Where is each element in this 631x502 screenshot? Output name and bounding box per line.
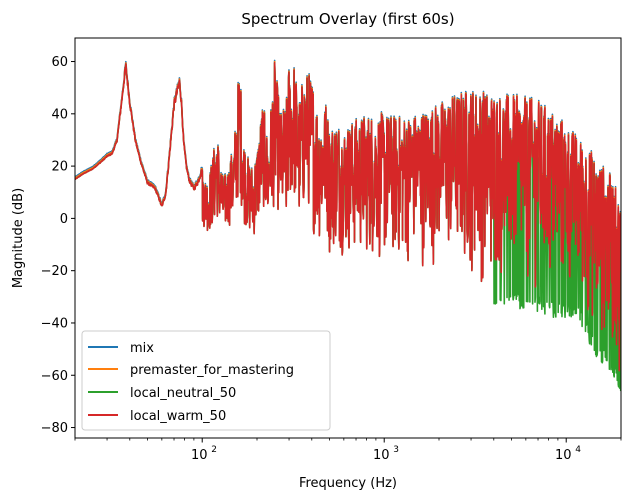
y-tick-label: 20 <box>51 160 68 175</box>
y-tick-label: −40 <box>41 316 68 331</box>
legend: mix premaster_for_mastering local_neutra… <box>81 330 331 431</box>
x-tick-label: 10 <box>555 448 572 463</box>
y-tick-label: 60 <box>51 55 68 70</box>
series-layer <box>75 59 621 392</box>
x-tick-label: 10 <box>191 448 208 463</box>
x-tick-exponent: 4 <box>575 445 581 455</box>
legend-label-local-neutral: local_neutral_50 <box>130 386 236 401</box>
legend-box <box>81 330 331 431</box>
legend-label-local-warm: local_warm_50 <box>130 409 226 424</box>
legend-label-premaster: premaster_for_mastering <box>130 363 294 378</box>
x-axis-label: Frequency (Hz) <box>299 476 397 491</box>
y-axis: 60 40 20 0 −20 −40 −60 −80 <box>41 55 75 436</box>
y-tick-label: −80 <box>41 421 68 436</box>
x-tick-exponent: 2 <box>211 445 217 455</box>
series-line-3 <box>75 61 621 372</box>
y-tick-label: 40 <box>51 107 68 122</box>
y-tick-label: −60 <box>41 369 68 384</box>
legend-label-mix: mix <box>130 341 154 356</box>
chart-title: Spectrum Overlay (first 60s) <box>241 10 454 28</box>
x-tick-exponent: 3 <box>393 445 399 455</box>
y-axis-label: Magnitude (dB) <box>11 188 26 288</box>
plot-frame <box>74 37 622 439</box>
x-tick-label: 10 <box>373 448 390 463</box>
x-axis: 10 2 10 3 10 4 <box>74 438 622 463</box>
y-tick-label: −20 <box>41 264 68 279</box>
y-tick-label: 0 <box>60 212 68 227</box>
